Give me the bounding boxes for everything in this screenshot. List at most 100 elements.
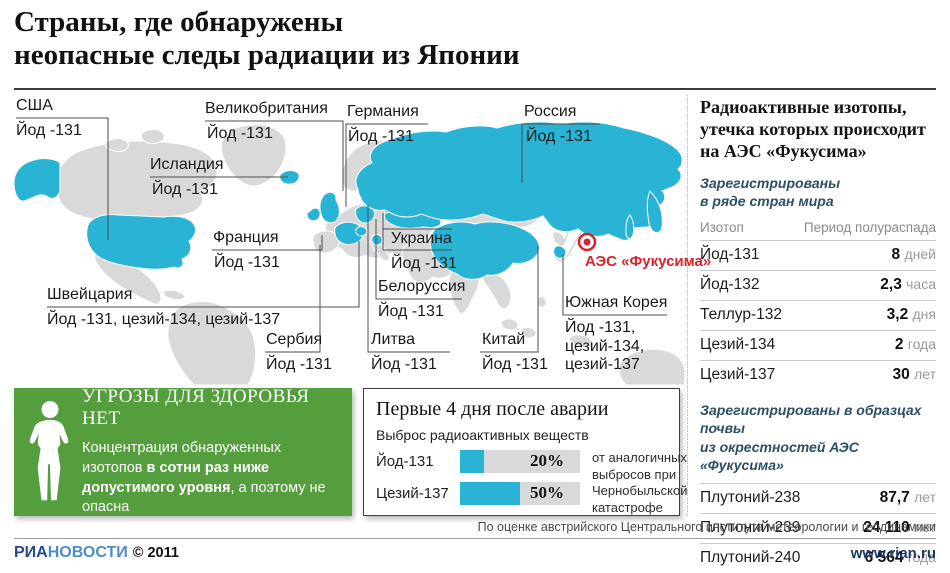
bar-fill — [460, 482, 520, 505]
country-uk — [319, 191, 340, 224]
brand-part-novosti: НОВОСТИ — [47, 544, 128, 561]
halflife-unit: дня — [912, 306, 936, 323]
bar-fill — [460, 450, 484, 473]
country-label-name: Украина — [391, 230, 452, 247]
country-iceland — [279, 170, 300, 185]
bar-category-label: Цезий-137 — [376, 485, 449, 502]
bar-track: 20% — [460, 450, 580, 473]
health-box-body-bold: в сотни раз ниже допустимого уровня — [82, 459, 269, 496]
country-alaska — [14, 158, 61, 202]
country-label-isotopes: Йод -131 — [16, 122, 82, 139]
table-row: Цезий-137 30 лет — [700, 361, 936, 390]
isotope-name: Плутоний-239 — [700, 518, 801, 536]
copyright: © 2011 — [132, 545, 179, 561]
country-label-isotopes: Йод -131 — [207, 125, 273, 142]
isotope-name: Йод-132 — [700, 276, 760, 294]
bar-track: 50% — [460, 482, 580, 505]
halflife-unit: часа — [906, 276, 936, 293]
fukushima-label: АЭС «Фукусима» — [585, 253, 712, 270]
country-label-isotopes: Йод -131 — [482, 356, 548, 373]
isotope-name: Цезий-137 — [700, 366, 776, 384]
country-ukraine — [384, 208, 442, 229]
person-silhouette-icon — [29, 400, 69, 501]
country-label-name: Франция — [213, 229, 279, 246]
country-label-isotopes: Йод -131 — [391, 255, 457, 272]
halflife-unit: лет — [914, 366, 936, 383]
column-halflife: Период полураспада — [803, 220, 936, 236]
fukushima-marker — [577, 232, 597, 252]
health-safety-box: УГРОЗЫ ДЛЯ ЗДОРОВЬЯ НЕТ Концентрация обн… — [14, 386, 352, 517]
country-label-isotopes: Йод -131 — [526, 128, 592, 145]
column-isotope: Изотоп — [700, 220, 744, 236]
country-label-name: Исландия — [150, 156, 224, 173]
region-scandinavia — [341, 140, 400, 194]
country-label-name: Швейцария — [47, 286, 133, 303]
country-label-name: Россия — [524, 103, 577, 120]
bar-category-label: Йод-131 — [376, 453, 434, 470]
chart-subtitle: Выброс радиоактивных веществ — [376, 427, 589, 443]
table-row: Теллур-132 3,2 дня — [700, 301, 936, 332]
country-ireland — [306, 207, 321, 222]
country-label-name: Южная Корея — [565, 294, 668, 311]
panel-note-countries: Зарегистрированы в ряде стран мира — [700, 174, 841, 210]
isotopes-panel: Радиоактивные изотопы, утечка которых пр… — [700, 97, 936, 573]
world-map: США Йод -131 Великобритания Йод -131 Исланди… — [14, 95, 711, 385]
halflife-value: 30 лет — [892, 366, 936, 384]
health-box-body-after: , а поэтому не опасна — [82, 479, 326, 516]
halflife-unit: дней — [904, 246, 936, 263]
halflife-value: 2,3 часа — [880, 276, 936, 294]
country-label-name: Сербия — [266, 331, 323, 348]
isotope-name: Теллур-132 — [700, 306, 783, 324]
bar-row: Йод-131 20% — [376, 450, 584, 473]
halflife-value: 2 года — [894, 336, 936, 354]
country-belarus — [380, 199, 409, 217]
halflife-value: 6 564 года — [864, 548, 936, 566]
country-lithuania — [376, 192, 390, 204]
chart-title: Первые 4 дня после аварии — [376, 398, 609, 420]
country-label-name: Белоруссия — [378, 278, 466, 295]
country-label-isotopes: Йод -131, цезий-134, цезий-137 — [47, 311, 281, 328]
site-link[interactable]: www.rian.ru — [850, 545, 936, 562]
country-serbia — [371, 234, 383, 246]
emission-chart-box: Первые 4 дня после аварии Выброс радиоак… — [363, 388, 688, 517]
bar-row: Цезий-137 50% — [376, 482, 584, 505]
halflife-unit: года — [907, 336, 936, 353]
country-usa — [86, 214, 197, 270]
health-box-body-before: Концентрация обнаруженных изотопов — [82, 440, 281, 476]
isotope-name: Цезий-134 — [700, 336, 776, 354]
header-rule — [14, 88, 936, 90]
health-box-title: УГРОЗЫ ДЛЯ ЗДОРОВЬЯ НЕТ — [82, 386, 310, 430]
table-row: Цезий-134 2 года — [700, 331, 936, 362]
isotope-table: Изотоп Период полураспада Йод-131 8 дней Й… — [700, 220, 936, 390]
halflife-unit: лет — [914, 518, 936, 535]
bar-value-label: 20% — [530, 451, 564, 470]
bar-chart: Йод-131 20% Цезий-137 50% — [376, 450, 584, 517]
country-label-name: Литва — [371, 331, 415, 348]
bar-value-label: 50% — [530, 483, 564, 502]
panel-divider — [687, 95, 688, 516]
footer-rule — [14, 538, 936, 539]
table-row: Йод-131 8 дней — [700, 241, 936, 272]
halflife-value: 87,7 лет — [879, 488, 936, 506]
halflife-value: 8 дней — [891, 246, 936, 264]
table-row: Плутоний-239 24 110 лет — [700, 514, 936, 544]
region-north-korea — [551, 231, 566, 247]
country-label-name: Германия — [347, 103, 419, 120]
isotope-name: Плутоний-240 — [700, 548, 801, 566]
chart-note: от аналогичных выбросов при Чернобыльско… — [592, 450, 688, 515]
country-germany — [355, 205, 375, 224]
health-box-text: УГРОЗЫ ДЛЯ ЗДОРОВЬЯ НЕТ Концентрация обн… — [76, 386, 338, 517]
page-title: Страны, где обнаружены неопасные следы р… — [14, 6, 520, 72]
brand-logo: РИАНОВОСТИ © 2011 — [14, 544, 179, 562]
table-row: Плутоний-238 87,7 лет — [700, 484, 936, 514]
soil-isotope-table: Плутоний-238 87,7 лет Плутоний-239 24 110 л… — [700, 482, 936, 573]
country-switzerland — [355, 226, 368, 237]
region-kamchatka — [646, 190, 663, 234]
country-label-isotopes: Йод -131 — [266, 356, 332, 373]
country-label-isotopes: Йод -131 — [214, 254, 280, 271]
country-label-name: Китай — [482, 331, 526, 348]
region-iberia — [312, 230, 341, 254]
isotope-name: Плутоний-238 — [700, 488, 801, 506]
country-label-isotopes: Йод -131 — [348, 128, 414, 145]
region-kazakhstan-mongolia — [437, 197, 539, 229]
